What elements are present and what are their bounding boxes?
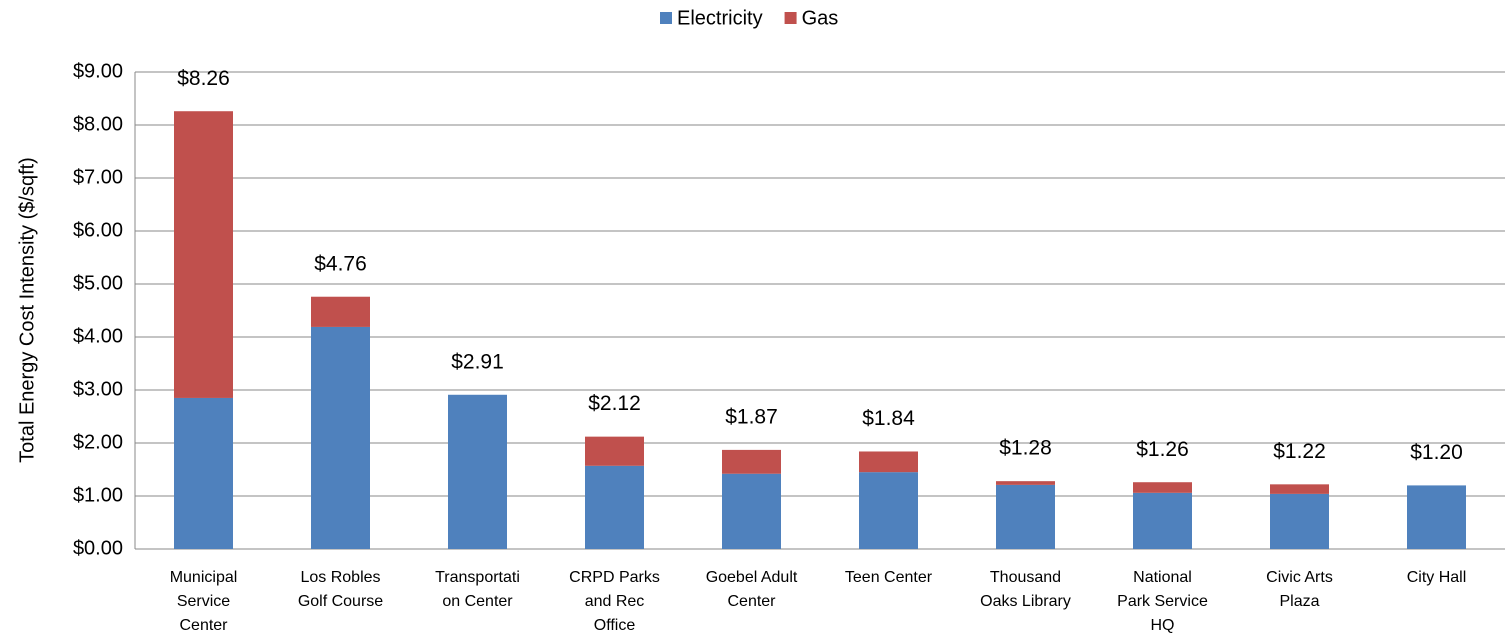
bar-segment: [996, 481, 1055, 485]
total-label: $1.22: [1273, 440, 1326, 463]
total-label: $1.28: [999, 437, 1052, 460]
bar-segment: [722, 473, 781, 549]
x-tick-label: Teen Center: [845, 569, 933, 586]
y-tick-label: $4.00: [73, 325, 123, 347]
y-tick-label: $3.00: [73, 378, 123, 400]
bar-segment: [722, 449, 781, 474]
bar-segment: [174, 111, 233, 398]
bar-segment: [311, 296, 370, 327]
bar-segment: [996, 484, 1055, 549]
x-tick-label: Transportati on Center: [435, 569, 520, 610]
x-tick-label: CRPD Parks and Rec Office: [569, 569, 660, 634]
bar-segment: [448, 394, 507, 549]
bar-segment: [311, 326, 370, 549]
legend-swatch: [660, 12, 672, 24]
bar-segment: [859, 472, 918, 549]
bar-segment: [1270, 493, 1329, 549]
bar-segment: [1133, 482, 1192, 493]
y-tick-label: $8.00: [73, 113, 123, 135]
total-label: $1.26: [1136, 438, 1189, 461]
bar-segment: [1407, 485, 1466, 549]
bar-segment: [859, 451, 918, 473]
bar-segment: [585, 465, 644, 549]
legend-label: Gas: [802, 7, 839, 29]
total-label: $4.76: [314, 252, 367, 275]
x-tick-label: Civic Arts Plaza: [1266, 569, 1333, 610]
y-tick-label: $9.00: [73, 60, 123, 82]
total-label: $2.91: [451, 350, 504, 373]
y-tick-label: $6.00: [73, 219, 123, 241]
y-tick-label: $1.00: [73, 484, 123, 506]
y-tick-label: $2.00: [73, 431, 123, 453]
x-tick-label: Los Robles Golf Course: [298, 569, 383, 610]
y-tick-label: $7.00: [73, 166, 123, 188]
bar-segment: [1270, 484, 1329, 494]
x-tick-label: Thousand Oaks Library: [980, 569, 1071, 610]
y-tick-label: $5.00: [73, 272, 123, 294]
y-tick-label: $0.00: [73, 537, 123, 559]
legend-label: Electricity: [677, 7, 763, 29]
bar-segment: [1133, 492, 1192, 549]
x-tick-label: City Hall: [1407, 569, 1467, 586]
total-label: $1.20: [1410, 441, 1463, 464]
total-label: $1.87: [725, 405, 778, 428]
y-axis-title: Total Energy Cost Intensity ($/sqft): [16, 157, 38, 463]
x-tick-label: National Park Service HQ: [1117, 569, 1208, 634]
legend-swatch: [784, 12, 797, 24]
bar-segment: [585, 436, 644, 466]
total-label: $8.26: [177, 67, 230, 90]
bar-segment: [174, 397, 233, 549]
total-label: $2.12: [588, 392, 641, 415]
x-tick-label: Goebel Adult Center: [706, 569, 798, 610]
x-tick-label: Municipal Service Center: [170, 569, 238, 634]
total-label: $1.84: [862, 407, 915, 430]
